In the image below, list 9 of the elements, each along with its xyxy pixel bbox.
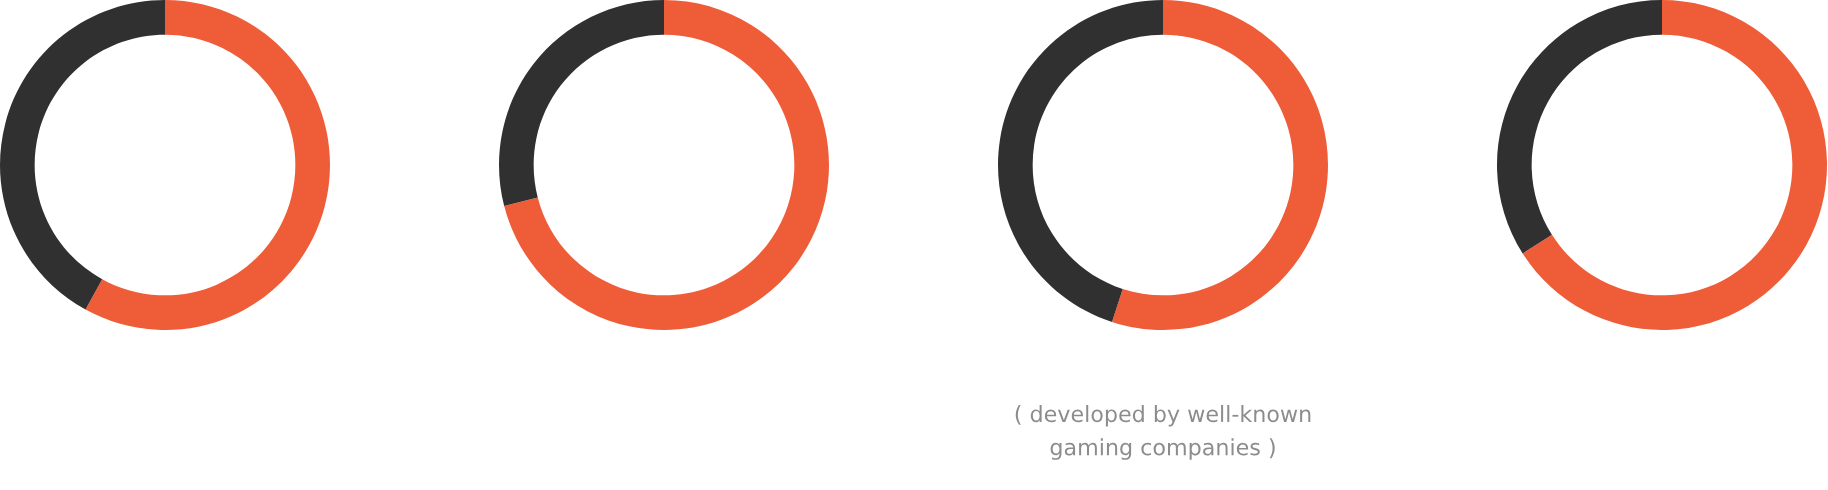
donut-slice [998, 0, 1163, 322]
donut-slice [499, 0, 664, 207]
donut-slice [1497, 0, 1662, 254]
donut-slice [85, 0, 330, 330]
text: ( developed by well-known gaming companies ) [1015, 405, 1311, 460]
donut-slice [1522, 0, 1827, 330]
donut-slice [1112, 0, 1328, 330]
donut-slice [504, 0, 829, 330]
donut-slice [0, 0, 165, 310]
